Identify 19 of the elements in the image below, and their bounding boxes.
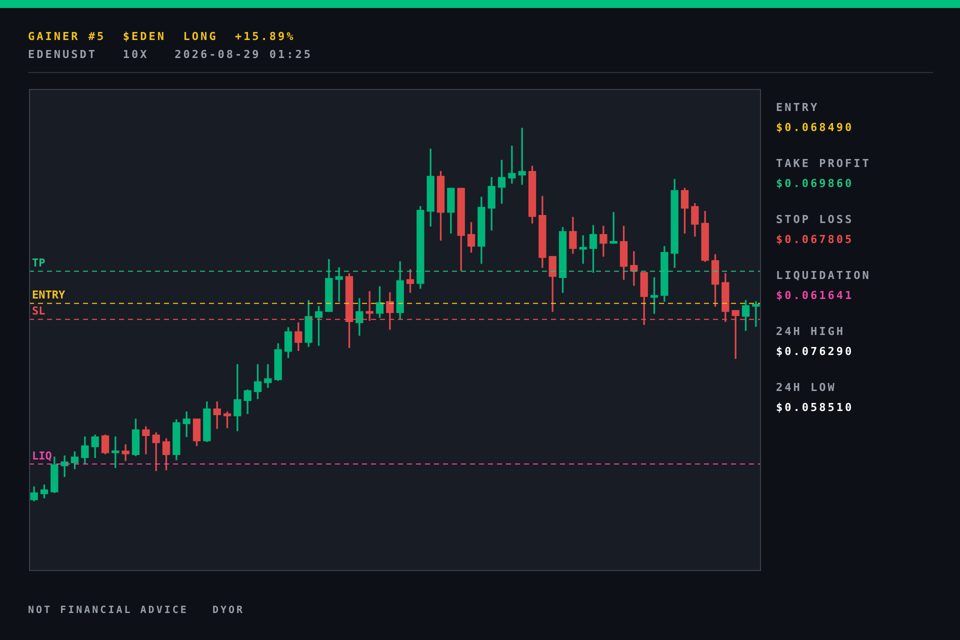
ref-line-label: TP — [32, 256, 46, 270]
chart-title: GAINER #5 $EDEN LONG +15.89% — [28, 30, 296, 43]
text: $0.076290 — [776, 345, 855, 360]
text: $0.058510 — [776, 401, 855, 416]
text: NOT FINANCIAL ADVICE DYOR — [28, 605, 245, 616]
chart-subtitle: EDENUSDT 10X 2026-08-29 01:25 — [28, 48, 313, 61]
ref-line-label: ENTRY — [32, 288, 66, 302]
text: 24H LOW — [776, 381, 838, 396]
text: $0.069860 — [776, 177, 855, 192]
text: $0.068490 — [776, 121, 855, 136]
text: $0.067805 — [776, 233, 855, 248]
text: $0.061641 — [776, 289, 855, 304]
ref-line-label: SL — [32, 304, 46, 318]
text: ENTRY — [776, 101, 820, 116]
text: STOP LOSS — [776, 213, 855, 228]
text: TAKE PROFIT — [776, 157, 871, 172]
ref-line-label: LIQ — [32, 449, 52, 462]
text: 24H HIGH — [776, 325, 846, 340]
text: LIQUIDATION — [776, 269, 871, 284]
